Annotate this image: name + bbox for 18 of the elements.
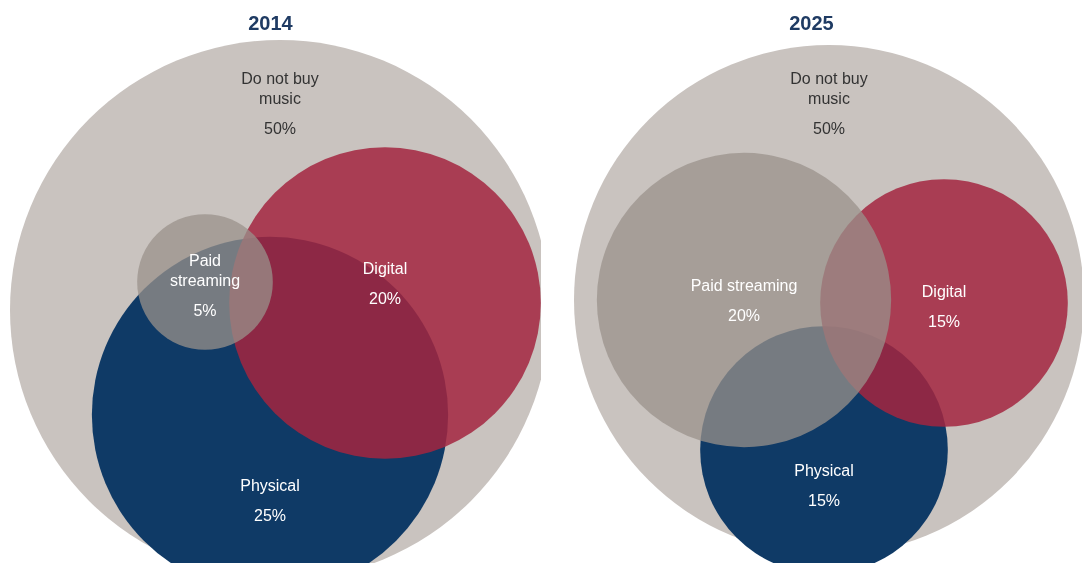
category-label: Paid streaming — [690, 277, 798, 295]
category-label: Digital — [362, 260, 408, 278]
data-label: 15% — [807, 492, 841, 510]
data-label: 50% — [263, 120, 297, 138]
category-label: Physical — [240, 477, 300, 495]
text: 2014 — [248, 11, 294, 34]
category-label: Physical — [794, 462, 854, 480]
category-label: Digital — [921, 283, 967, 301]
data-label: 20% — [727, 307, 761, 325]
data-label: 5% — [193, 302, 217, 320]
text: 2025 — [789, 11, 834, 34]
category-label: Do not buy music — [790, 70, 868, 108]
data-label: 20% — [368, 290, 402, 308]
data-label: 25% — [253, 507, 287, 525]
category-label: Paid streaming — [169, 252, 241, 290]
data-label: 15% — [927, 313, 961, 331]
data-label: 50% — [812, 120, 846, 138]
category-label: Do not buy music — [241, 70, 319, 108]
